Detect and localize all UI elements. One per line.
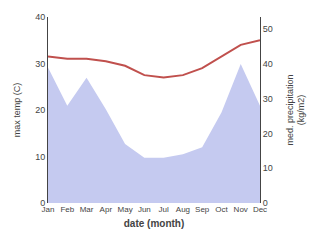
svg-text:Jul: Jul	[159, 205, 169, 214]
svg-text:10: 10	[263, 163, 273, 173]
svg-text:20: 20	[35, 105, 45, 115]
svg-text:30: 30	[263, 94, 273, 104]
svg-text:Oct: Oct	[215, 205, 228, 214]
svg-text:Dec: Dec	[253, 205, 267, 214]
svg-text:0: 0	[40, 198, 45, 208]
svg-text:Jan: Jan	[42, 205, 55, 214]
svg-text:May: May	[118, 205, 133, 214]
svg-text:40: 40	[35, 12, 45, 22]
svg-text:0: 0	[263, 198, 268, 208]
svg-text:Apr: Apr	[100, 205, 113, 214]
svg-text:10: 10	[35, 152, 45, 162]
svg-text:Aug: Aug	[176, 205, 190, 214]
svg-text:Nov: Nov	[234, 205, 248, 214]
svg-text:Mar: Mar	[80, 205, 94, 214]
svg-text:30: 30	[35, 59, 45, 69]
svg-text:20: 20	[263, 129, 273, 139]
svg-text:med. precipitation(kg/m2): med. precipitation(kg/m2)	[285, 74, 307, 145]
svg-text:date (month): date (month)	[124, 218, 185, 229]
svg-text:max temp (C): max temp (C)	[12, 83, 22, 138]
svg-text:Sep: Sep	[195, 205, 210, 214]
svg-text:50: 50	[263, 24, 273, 34]
svg-text:Feb: Feb	[60, 205, 74, 214]
svg-text:Jun: Jun	[138, 205, 151, 214]
svg-text:40: 40	[263, 59, 273, 69]
